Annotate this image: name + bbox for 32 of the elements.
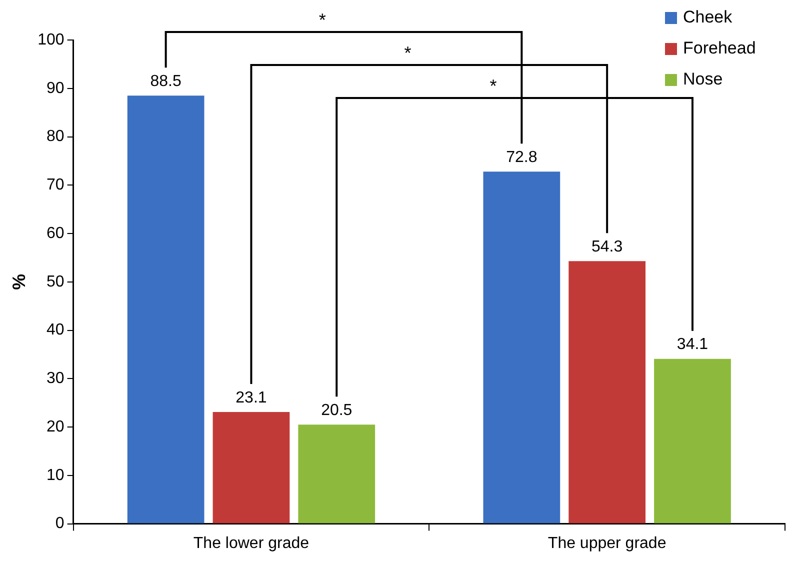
data-label: 20.5 xyxy=(321,402,352,420)
y-tick-label: 20 xyxy=(46,418,64,436)
bar xyxy=(654,358,731,524)
data-label: 88.5 xyxy=(150,73,182,90)
annotation: * xyxy=(490,76,497,96)
y-tick-label: 40 xyxy=(46,322,64,339)
legend-label: Cheek xyxy=(683,8,733,27)
y-tick-label: 60 xyxy=(46,224,64,242)
data-label: 23.1 xyxy=(236,389,267,406)
annotation: * xyxy=(404,43,412,63)
data-label: 72.8 xyxy=(506,149,538,166)
y-tick-label: 70 xyxy=(46,176,64,194)
y-tick-label: 50 xyxy=(46,273,64,290)
legend-label: Nose xyxy=(683,70,723,89)
y-tick-label: 90 xyxy=(46,80,64,97)
bar xyxy=(298,424,376,524)
y-tick-label: 10 xyxy=(46,466,64,484)
text: * xyxy=(318,10,326,30)
x-tick-label: The upper grade xyxy=(548,534,666,552)
y-tick-label: 0 xyxy=(55,515,64,532)
y-tick-label: 100 xyxy=(38,31,64,48)
y-axis-title: % xyxy=(8,274,29,290)
y-tick-label: 80 xyxy=(46,128,64,146)
y-tick-label: 30 xyxy=(46,370,64,388)
data-label: 54.3 xyxy=(592,238,623,256)
data-label: 34.1 xyxy=(676,336,708,354)
legend-label: Forehead xyxy=(683,38,756,58)
x-tick-label: The lower grade xyxy=(193,534,310,552)
bar xyxy=(127,96,204,524)
bar xyxy=(483,172,560,524)
bar xyxy=(212,412,290,524)
bar xyxy=(568,261,646,524)
